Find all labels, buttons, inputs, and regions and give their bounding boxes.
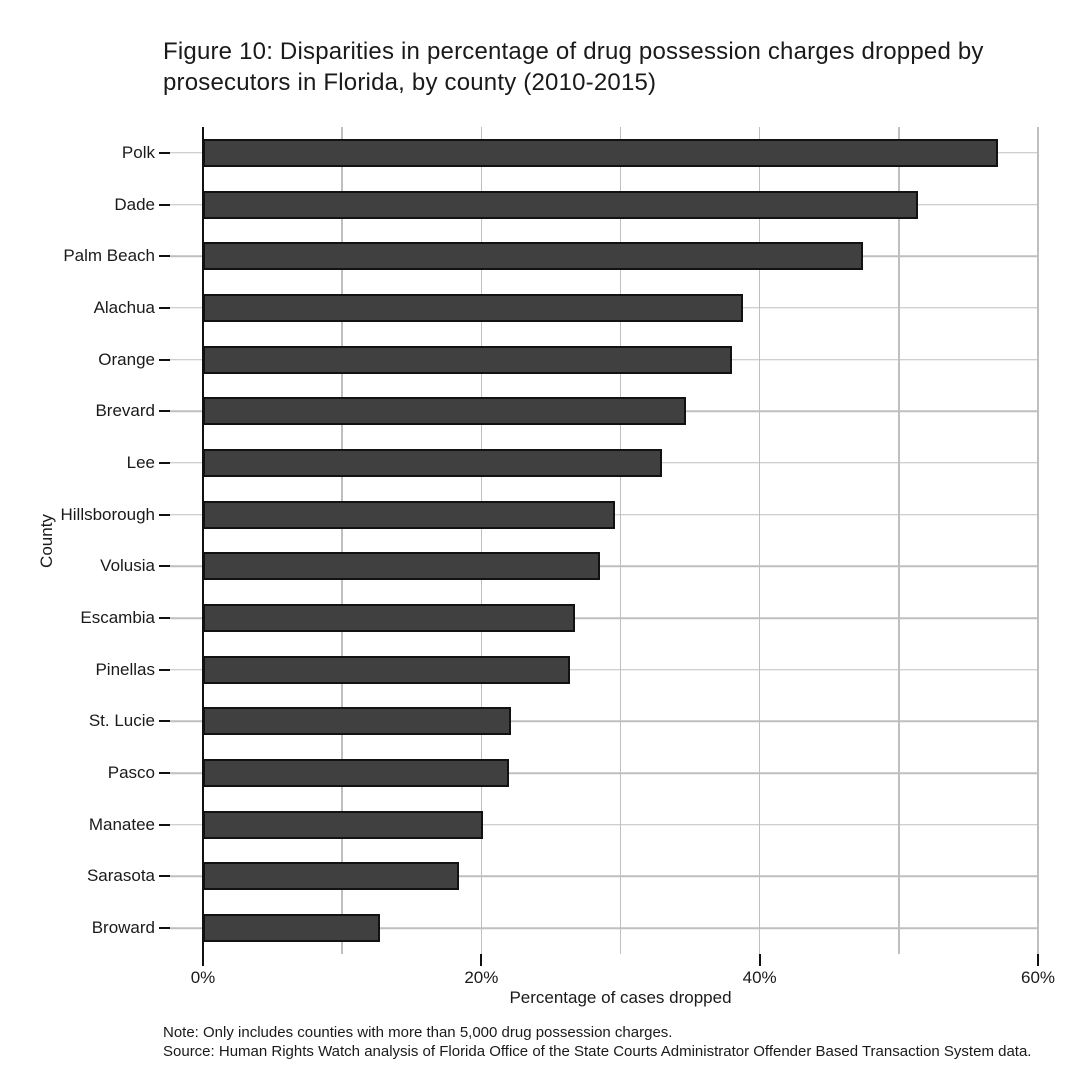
y-axis-tick-escambia [159, 617, 170, 620]
county-label-escambia: Escambia [80, 608, 155, 628]
y-axis-tick-hillsborough [159, 513, 170, 516]
bar-dade [203, 190, 919, 219]
county-label-alachua: Alachua [93, 297, 155, 317]
y-axis-tick-st-lucie [159, 720, 170, 723]
chart-row-palm-beach: Palm Beach [0, 230, 1080, 282]
county-label-pinellas: Pinellas [95, 659, 155, 679]
bar-manatee [203, 810, 483, 839]
x-tick-label-0: 0% [190, 968, 216, 987]
chart-row-dade: Dade [0, 179, 1080, 231]
chart-title-line-1: Figure 10: Disparities in percentage of … [163, 38, 984, 65]
chart-row-sarasota: Sarasota [0, 851, 1080, 903]
y-axis-tick-polk [159, 151, 170, 154]
row-gridline-volusia [170, 565, 1038, 568]
y-axis-tick-palm-beach [159, 255, 170, 258]
bar-st-lucie [203, 707, 511, 736]
bar-escambia [203, 604, 575, 633]
chart-row-lee: Lee [0, 437, 1080, 489]
vertical-gridline-30 [619, 127, 622, 954]
chart-row-polk: Polk [0, 127, 1080, 179]
county-label-polk: Polk [121, 142, 155, 162]
chart-row-orange: Orange [0, 334, 1080, 386]
county-label-dade: Dade [114, 194, 155, 214]
county-label-manatee: Manatee [88, 814, 155, 834]
county-label-pasco: Pasco [107, 763, 155, 783]
y-axis-tick-orange [159, 358, 170, 361]
chart-title: Figure 10: Disparities in percentage of … [163, 36, 1063, 98]
y-axis-tick-volusia [159, 565, 170, 568]
bar-hillsborough [203, 500, 615, 529]
x-axis-label: Percentage of cases dropped [509, 988, 732, 1007]
chart-row-st-lucie: St. Lucie [0, 696, 1080, 748]
chart-row-alachua: Alachua [0, 282, 1080, 334]
county-label-palm-beach: Palm Beach [63, 246, 155, 266]
bar-brevard [203, 397, 686, 426]
bar-broward [203, 914, 380, 943]
x-axis-tick-40 [758, 954, 761, 966]
bar-polk [203, 138, 998, 167]
county-label-lee: Lee [126, 452, 155, 472]
y-axis-tick-brevard [159, 410, 170, 413]
chart-row-pasco: Pasco [0, 747, 1080, 799]
y-axis-tick-sarasota [159, 875, 170, 878]
county-label-hillsborough: Hillsborough [60, 504, 156, 524]
county-label-broward: Broward [91, 918, 155, 938]
y-axis-tick-dade [159, 203, 170, 206]
bar-volusia [203, 552, 600, 581]
bar-rows: Polk Dade Palm Beach Alachua Orange Brevard Le… [0, 127, 1080, 954]
chart-row-escambia: Escambia [0, 592, 1080, 644]
row-gridline-st-lucie [170, 720, 1038, 723]
bar-lee [203, 448, 663, 477]
bar-pasco [203, 759, 510, 788]
county-label-brevard: Brevard [95, 401, 155, 421]
chart-row-manatee: Manatee [0, 799, 1080, 851]
county-label-sarasota: Sarasota [86, 866, 155, 886]
vertical-gridline-40 [758, 127, 761, 954]
y-axis-tick-lee [159, 461, 170, 464]
x-tick-label-20: 20% [464, 968, 499, 987]
vertical-gridline-60 [1037, 127, 1039, 954]
x-axis-tick-60 [1037, 954, 1039, 966]
bar-orange [203, 345, 732, 374]
x-axis-tick-20 [480, 954, 483, 966]
footnotes: Note: Only includes counties with more t… [163, 1023, 1031, 1061]
row-gridline-sarasota [170, 875, 1038, 878]
note-line: Note: Only includes counties with more t… [163, 1024, 673, 1041]
chart-row-hillsborough: Hillsborough [0, 489, 1080, 541]
x-tick-label-40: 40% [742, 968, 777, 987]
source-line: Source: Human Rights Watch analysis of F… [163, 1043, 1032, 1060]
vertical-gridline-10 [341, 127, 343, 954]
y-axis-line [202, 127, 204, 966]
vertical-gridline-20 [480, 127, 483, 954]
row-gridline-escambia [170, 617, 1038, 619]
row-gridline-pasco [170, 772, 1038, 774]
y-axis-tick-broward [159, 927, 170, 930]
county-label-orange: Orange [98, 349, 155, 369]
x-tick-label-60: 60% [1020, 968, 1056, 987]
y-axis-tick-pinellas [159, 668, 170, 671]
row-gridline-manatee [170, 824, 1038, 826]
bar-alachua [203, 293, 743, 322]
county-label-st-lucie: St. Lucie [88, 711, 155, 731]
chart-row-pinellas: Pinellas [0, 644, 1080, 696]
chart-title-line-2: prosecutors in Florida, by county (2010-… [163, 69, 657, 96]
chart-row-volusia: Volusia [0, 541, 1080, 593]
vertical-gridline-50 [898, 127, 900, 954]
chart-row-brevard: Brevard [0, 385, 1080, 437]
county-label-volusia: Volusia [100, 556, 155, 576]
bar-palm-beach [203, 242, 863, 271]
row-gridline-broward [170, 927, 1038, 929]
plot-panel: 0% 20% 40% 60% [191, 127, 1055, 987]
row-gridline-pinellas [170, 668, 1038, 671]
y-axis-tick-alachua [159, 306, 170, 309]
y-axis-tick-manatee [159, 823, 170, 826]
y-axis-tick-pasco [159, 772, 170, 775]
bar-sarasota [203, 862, 460, 891]
bar-pinellas [203, 655, 571, 684]
chart-row-broward: Broward [0, 902, 1080, 954]
